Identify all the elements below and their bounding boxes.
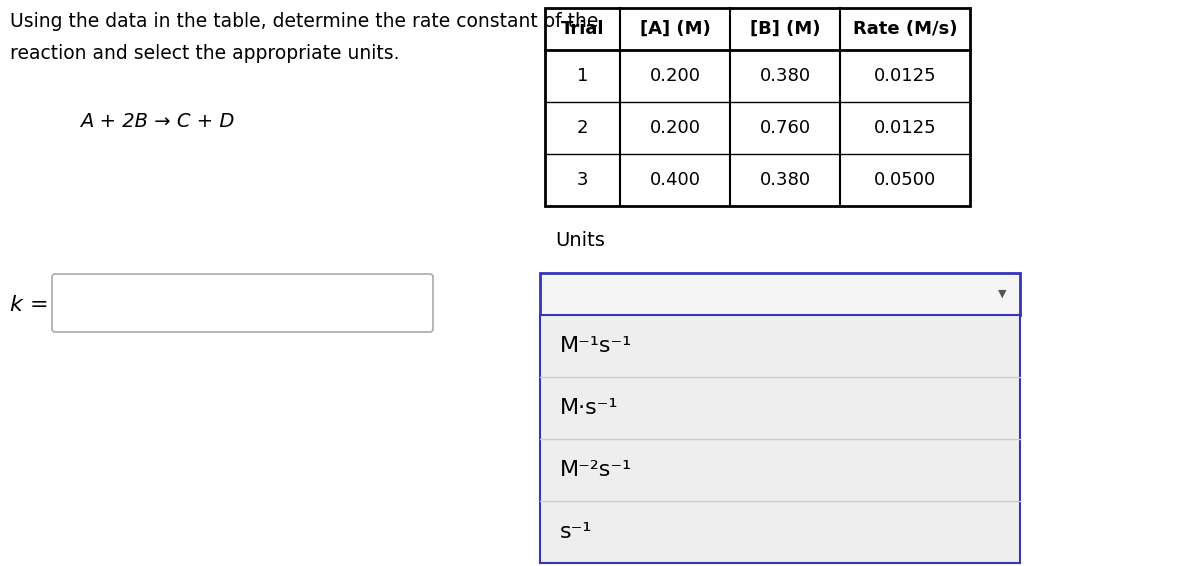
Text: Using the data in the table, determine the rate constant of the: Using the data in the table, determine t… xyxy=(10,12,599,31)
Text: 0.0125: 0.0125 xyxy=(874,119,936,137)
Text: M⁻²s⁻¹: M⁻²s⁻¹ xyxy=(560,460,632,480)
Text: 0.200: 0.200 xyxy=(649,67,701,85)
Text: 0.400: 0.400 xyxy=(649,171,701,189)
Text: 0.380: 0.380 xyxy=(760,171,810,189)
Text: [A] (M): [A] (M) xyxy=(640,20,710,38)
Text: 1: 1 xyxy=(577,67,588,85)
Text: Units: Units xyxy=(554,231,605,250)
Bar xyxy=(540,273,1020,315)
Text: 0.380: 0.380 xyxy=(760,67,810,85)
Text: M·s⁻¹: M·s⁻¹ xyxy=(560,398,618,418)
Text: reaction and select the appropriate units.: reaction and select the appropriate unit… xyxy=(10,44,400,63)
Text: 0.760: 0.760 xyxy=(760,119,810,137)
Text: 0.0125: 0.0125 xyxy=(874,67,936,85)
Bar xyxy=(540,315,1020,563)
Text: M⁻¹s⁻¹: M⁻¹s⁻¹ xyxy=(560,336,632,356)
FancyBboxPatch shape xyxy=(52,274,433,332)
Text: A + 2B → C + D: A + 2B → C + D xyxy=(80,112,234,131)
Bar xyxy=(545,8,970,206)
Text: 0.200: 0.200 xyxy=(649,119,701,137)
Text: Trial: Trial xyxy=(560,20,605,38)
Text: 0.0500: 0.0500 xyxy=(874,171,936,189)
Text: s⁻¹: s⁻¹ xyxy=(560,522,593,542)
Text: ▼: ▼ xyxy=(997,289,1007,299)
Text: Rate (M/s): Rate (M/s) xyxy=(853,20,958,38)
Text: 3: 3 xyxy=(577,171,588,189)
Text: [B] (M): [B] (M) xyxy=(750,20,821,38)
Text: 2: 2 xyxy=(577,119,588,137)
Text: k =: k = xyxy=(10,295,49,315)
